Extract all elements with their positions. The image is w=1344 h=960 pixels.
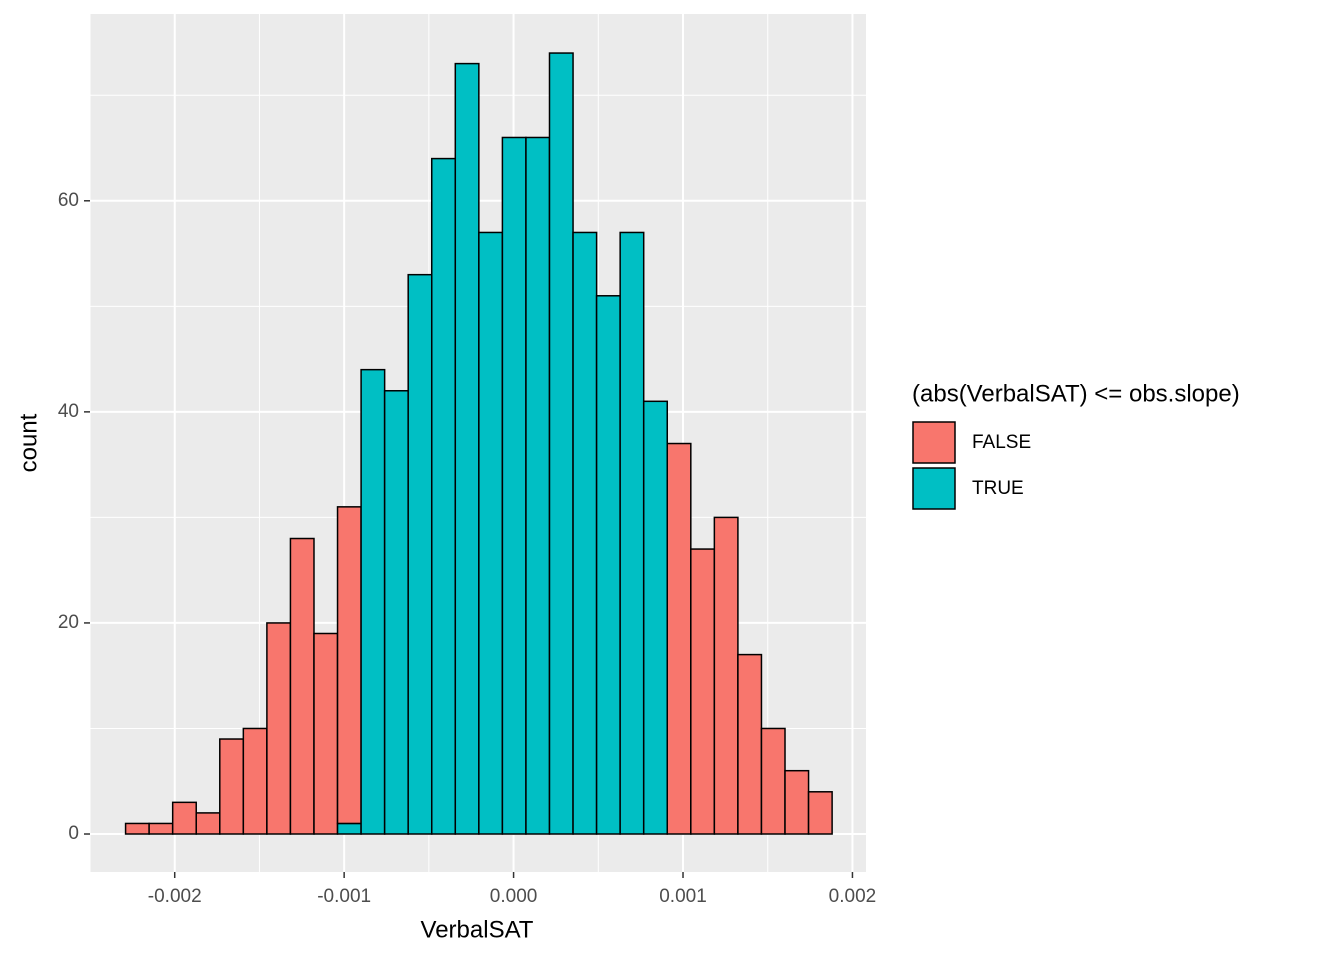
bar	[619, 231, 645, 835]
x-tick-label: 0.000	[490, 886, 538, 907]
legend-title: (abs(VerbalSAT) <= obs.slope)	[912, 380, 1240, 407]
bar	[666, 442, 692, 835]
bar	[807, 791, 833, 835]
bar	[124, 822, 150, 835]
bar	[430, 157, 457, 835]
x-axis-title: VerbalSAT	[421, 916, 534, 943]
bar	[572, 231, 598, 835]
y-tick-label: 40	[58, 401, 79, 422]
bar	[760, 727, 786, 835]
bar	[690, 548, 716, 835]
bar	[713, 516, 739, 835]
x-tick-label: -0.002	[148, 886, 202, 907]
legend-label: FALSE	[972, 432, 1031, 453]
bar	[313, 632, 339, 835]
bar	[266, 622, 292, 835]
legend-key	[912, 421, 956, 464]
bar	[171, 801, 197, 835]
y-tick-label: 0	[68, 823, 79, 844]
y-axis-title: count	[15, 413, 42, 472]
y-tick-label: 60	[58, 190, 79, 211]
bar	[454, 62, 480, 835]
bar	[784, 769, 810, 835]
bar	[407, 273, 433, 835]
bar	[360, 368, 386, 835]
legend-key	[912, 467, 956, 510]
bar	[219, 738, 245, 835]
bar	[525, 136, 551, 835]
x-tick-label: 0.002	[829, 886, 877, 907]
legend-label: TRUE	[972, 478, 1024, 499]
bar	[642, 400, 669, 835]
bar	[595, 295, 621, 835]
bar	[336, 822, 362, 835]
bar	[195, 812, 221, 835]
bar	[336, 506, 362, 825]
x-tick-label: 0.001	[659, 886, 707, 907]
bar	[383, 390, 409, 835]
bar	[148, 822, 174, 835]
bar	[737, 653, 763, 835]
bar	[289, 537, 315, 835]
bar	[242, 727, 268, 835]
bar	[478, 231, 504, 835]
bar	[501, 136, 527, 835]
y-tick-label: 20	[58, 612, 79, 633]
bar	[548, 52, 574, 835]
x-tick-label: -0.001	[317, 886, 371, 907]
